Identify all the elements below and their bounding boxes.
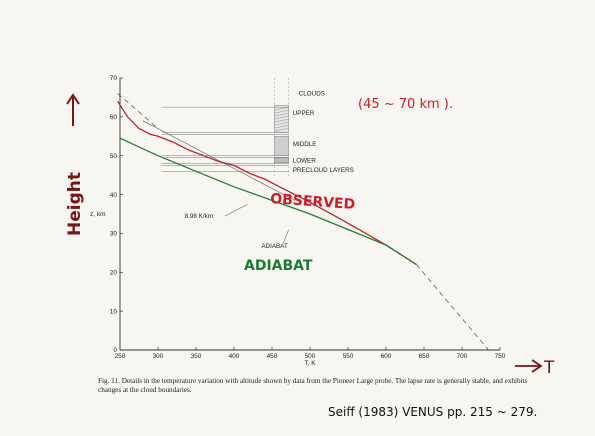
chart-axes: 250 300 350 400 450 500 550 600 650 700 750 0 10 20 30… [90, 75, 506, 367]
y-tick-label: 70 [110, 75, 118, 82]
upper-label: UPPER [293, 110, 315, 117]
cloud-hatch-line [274, 124, 289, 129]
handwritten-citation: Seiff (1983) VENUS pp. 215 ~ 279. [328, 405, 537, 419]
chart-labels: CLOUDS UPPER MIDDLE LOWER PRECLOUD LAYERS 8.9… [185, 90, 354, 249]
y-tick-label: 30 [110, 231, 118, 238]
x-tick-label: 600 [381, 353, 392, 360]
cloud-hatch-line [274, 118, 289, 123]
series-extrapolation-line [416, 264, 489, 351]
x-tick-label: 650 [419, 353, 430, 360]
cloud-hatch-line [274, 127, 289, 132]
x-tick-label: 400 [229, 353, 240, 360]
figure-caption: Fig. 11. Details in the temperature vari… [98, 377, 528, 394]
cloud-layer-diagram [161, 78, 289, 178]
clouds-label: CLOUDS [299, 90, 325, 97]
handwritten-t-label: T [543, 358, 555, 378]
cloud-hatch-line [274, 121, 289, 126]
x-tick-label: 700 [457, 353, 468, 360]
x-tick-label: 300 [153, 353, 164, 360]
series-adiabat-line [119, 137, 417, 266]
cloud-hatch-line [274, 109, 289, 114]
x-tick-label: 450 [267, 353, 278, 360]
series-8-98-k-km-line [142, 120, 295, 201]
chart-series [117, 93, 489, 351]
y-axis-label: z, km [90, 211, 106, 218]
lower-label: LOWER [293, 158, 317, 165]
handwritten-observed-label: OBSERVED [270, 191, 356, 213]
y-tick-label: 40 [110, 192, 118, 199]
y-tick-label: 10 [110, 308, 118, 315]
t-arrow-head [531, 359, 543, 373]
series-observed-line [117, 100, 417, 266]
cloud-hatch-line [274, 106, 289, 111]
handwritten-annotations: Height T (45 ~ 70 km ). OBSERVED ADIABAT Seif… [65, 93, 555, 419]
handwritten-height-label: Height [65, 172, 85, 236]
x-axis-label: T, K [304, 360, 316, 367]
adiabat-printed-label: ADIABAT [261, 243, 288, 250]
adiabat-leader-line [283, 229, 289, 244]
height-arrow-head [66, 93, 80, 105]
y-tick-label: 60 [110, 114, 118, 121]
x-tick-label: 250 [115, 353, 126, 360]
y-tick-label: 50 [110, 153, 118, 160]
cloud-hatch-line [274, 112, 289, 117]
precloud-layers-label: PRECLOUD LAYERS [293, 167, 354, 174]
lapse-rate-label: 8.98 K/km [185, 213, 213, 220]
lapse-leader-line [224, 204, 248, 217]
y-tick-label: 0 [113, 347, 117, 354]
x-tick-label: 350 [191, 353, 202, 360]
middle-label: MIDDLE [293, 141, 317, 148]
cloud-lower-block [274, 157, 289, 163]
handwritten-adiabat-label: ADIABAT [244, 258, 313, 274]
cloud-middle-block [274, 136, 289, 156]
x-tick-label: 500 [305, 353, 316, 360]
handwritten-clouds-range: (45 ~ 70 km ). [358, 97, 453, 112]
y-tick-label: 20 [110, 269, 118, 276]
x-tick-label: 750 [495, 353, 506, 360]
x-tick-label: 550 [343, 353, 354, 360]
cloud-hatch-line [274, 115, 289, 120]
